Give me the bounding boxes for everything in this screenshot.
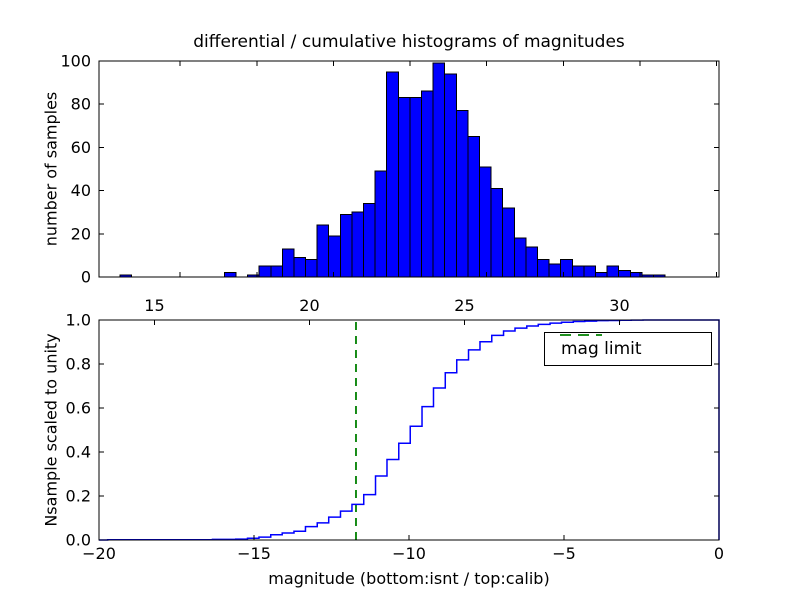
cumulative-line	[99, 319, 720, 541]
histogram-bar	[548, 263, 562, 278]
bottom-x-tick-label: −5	[552, 544, 576, 563]
bottom-y-tick-label: 0.6	[66, 399, 91, 418]
histogram-bar	[421, 90, 434, 278]
axes-frame	[98, 60, 720, 278]
calib-scale-tick-label: 30	[609, 296, 629, 315]
histogram-bar	[583, 265, 596, 278]
histogram-bar	[444, 73, 457, 278]
bottom-y-tick-label: 0.4	[66, 443, 91, 462]
calib-scale-tick-label: 25	[454, 296, 474, 315]
histogram-bar	[281, 248, 295, 278]
calib-scale-tick-label: 15	[144, 296, 164, 315]
histogram-bar	[374, 170, 388, 278]
histogram-bar	[258, 265, 272, 278]
histogram-bar	[386, 71, 399, 278]
histogram-bar	[513, 237, 527, 278]
top-y-tick-label: 0	[81, 268, 91, 287]
legend-dash-sample-icon	[560, 334, 602, 336]
histogram-bar	[270, 265, 283, 278]
histogram-bar	[339, 213, 353, 278]
histogram-bar	[479, 166, 492, 278]
histogram-bar	[363, 203, 376, 278]
bottom-y-axis-label: Nsample scaled to unity	[41, 333, 61, 527]
bottom-y-tick-label: 0.0	[66, 531, 91, 550]
chart-title: differential / cumulative histograms of …	[193, 32, 625, 52]
x-axis-label: magnitude (bottom:isnt / top:calib)	[268, 569, 550, 588]
histogram-bar	[606, 265, 620, 278]
top-y-tick-label: 80	[71, 95, 91, 114]
legend-label: mag limit	[561, 339, 642, 359]
histogram-bar	[316, 224, 330, 278]
histogram-bar	[618, 270, 631, 278]
histogram-bar	[328, 235, 341, 278]
top-y-tick-label: 60	[71, 138, 91, 157]
histogram-bar	[560, 259, 573, 278]
bottom-y-tick-label: 0.8	[66, 355, 91, 374]
histogram-bar	[397, 97, 411, 278]
histogram-bar	[409, 97, 423, 278]
histogram-bar	[525, 246, 538, 278]
histogram-bar	[455, 110, 469, 278]
histogram-bar	[351, 211, 365, 278]
top-y-axis-label: number of samples	[41, 91, 61, 247]
top-y-tick-label: 100	[60, 52, 91, 71]
histogram-bar	[432, 62, 446, 278]
histogram-bar	[502, 207, 515, 278]
bottom-y-tick-label: 0.2	[66, 487, 91, 506]
histogram-bar	[594, 272, 608, 278]
histogram-bar	[571, 265, 585, 278]
calib-scale-tick-label: 20	[299, 296, 319, 315]
histogram-bar	[223, 272, 237, 278]
top-y-tick-label: 40	[71, 181, 91, 200]
histogram-bar	[293, 257, 307, 278]
legend: mag limit	[544, 332, 712, 366]
bottom-x-tick-label: 0	[714, 544, 724, 563]
histogram-bar	[536, 259, 550, 278]
histogram-bar	[305, 259, 318, 278]
histogram-bar	[490, 187, 504, 278]
top-y-tick-label: 20	[71, 224, 91, 243]
bottom-x-tick-label: −15	[237, 544, 271, 563]
bottom-x-tick-label: −10	[392, 544, 426, 563]
bottom-y-tick-label: 1.0	[66, 311, 91, 330]
bottom-x-tick-label: −20	[82, 544, 116, 563]
histogram-bar	[467, 136, 481, 278]
